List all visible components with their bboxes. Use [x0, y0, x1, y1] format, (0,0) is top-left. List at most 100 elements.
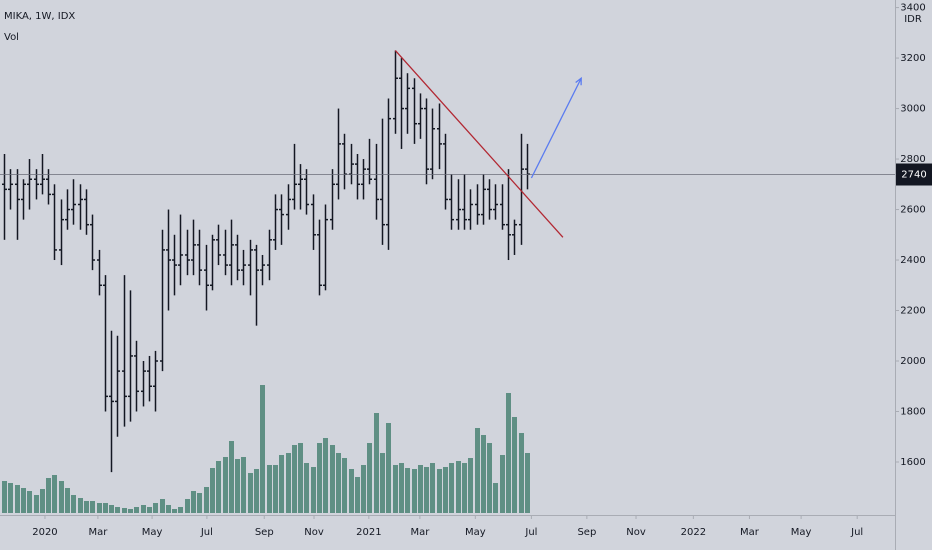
symbol-title: MIKA, 1W, IDX: [4, 11, 75, 22]
volume-bar: [172, 509, 177, 513]
volume-bar: [468, 458, 473, 513]
volume-bar: [462, 463, 467, 513]
volume-bar: [128, 509, 133, 513]
volume-bar: [160, 499, 165, 513]
volume-bar: [97, 503, 102, 513]
volume-bar: [241, 457, 246, 513]
volume-bar: [298, 443, 303, 513]
volume-bar: [317, 443, 322, 513]
volume-bar: [27, 491, 32, 513]
x-tick-label: Sep: [577, 527, 596, 538]
volume-bar: [260, 385, 265, 513]
volume-bar: [204, 487, 209, 513]
x-tick-label: Sep: [255, 527, 274, 538]
volume-bar: [367, 443, 372, 513]
volume-bar: [254, 469, 259, 513]
volume-bar: [210, 468, 215, 513]
volume-bar: [71, 495, 76, 513]
volume-bar: [493, 483, 498, 513]
volume-bar: [361, 465, 366, 513]
volume-bar: [147, 507, 152, 513]
volume-bar: [506, 393, 511, 513]
volume-bar: [229, 441, 234, 513]
volume-bar: [355, 477, 360, 513]
x-tick-label: 2022: [681, 527, 706, 538]
volume-label: Vol: [4, 32, 19, 43]
volume-bar: [153, 503, 158, 513]
last-price-label: 2740: [901, 170, 926, 181]
volume-bar: [21, 488, 26, 513]
x-tick-label: Mar: [88, 527, 108, 538]
volume-bar: [399, 463, 404, 513]
y-tick-label: 2400: [900, 255, 925, 266]
x-tick-label: May: [465, 527, 486, 538]
y-tick-label: 3000: [900, 104, 925, 115]
y-tick-label: 3400: [900, 3, 925, 14]
volume-bar: [166, 505, 171, 513]
volume-bar: [185, 499, 190, 513]
volume-bar: [2, 481, 7, 513]
x-tick-label: Jul: [200, 527, 213, 538]
volume-bar: [52, 475, 57, 513]
volume-bar: [418, 465, 423, 513]
x-tick-label: Nov: [626, 527, 646, 538]
volume-bar: [103, 503, 108, 513]
volume-bar: [235, 459, 240, 513]
volume-bar: [223, 457, 228, 513]
volume-bar: [456, 461, 461, 513]
volume-bar: [59, 481, 64, 513]
volume-bar: [374, 413, 379, 513]
volume-bar: [424, 467, 429, 513]
volume-bar: [292, 445, 297, 513]
volume-bar: [512, 417, 517, 513]
volume-bar: [84, 501, 89, 513]
y-tick-label: 2000: [900, 356, 925, 367]
volume-bar: [342, 458, 347, 513]
volume-bar: [487, 443, 492, 513]
volume-bar: [286, 453, 291, 513]
volume-bar: [500, 455, 505, 513]
volume-bar: [78, 498, 83, 513]
volume-bar: [349, 469, 354, 513]
volume-bar: [216, 461, 221, 513]
volume-bar: [34, 495, 39, 513]
volume-bar: [15, 485, 20, 513]
volume-bar: [141, 505, 146, 513]
volume-bar: [323, 438, 328, 513]
arrow: [530, 77, 582, 179]
volume-bar: [311, 467, 316, 513]
volume-bar: [178, 507, 183, 513]
x-tick-label: Jul: [524, 527, 537, 538]
volume-bar: [65, 488, 70, 513]
volume-bar: [481, 435, 486, 513]
volume-bar: [443, 467, 448, 513]
volume-bar: [8, 483, 13, 513]
x-tick-label: Mar: [410, 527, 430, 538]
x-tick-label: Nov: [304, 527, 324, 538]
volume-bar: [248, 473, 253, 513]
volume-bar: [380, 453, 385, 513]
volume-bar: [336, 453, 341, 513]
volume-bar: [109, 505, 114, 513]
x-tick-label: Jul: [850, 527, 863, 538]
volume-bar: [122, 508, 127, 513]
y-tick-label: 2600: [900, 205, 925, 216]
x-tick-label: May: [142, 527, 163, 538]
y-tick-label: 2800: [900, 154, 925, 165]
last-price-box: [896, 163, 932, 186]
volume-bar: [115, 507, 120, 513]
y-tick-label: 1600: [900, 457, 925, 468]
arrow-head: [575, 76, 582, 86]
volume-bar: [475, 428, 480, 513]
volume-bar: [430, 463, 435, 513]
volume-bar: [304, 463, 309, 513]
volume-bar: [134, 507, 139, 513]
volume-bar: [449, 463, 454, 513]
y-tick-label: 3200: [900, 53, 925, 64]
volume-bar: [40, 489, 45, 513]
volume-bar: [197, 493, 202, 513]
volume-bar: [90, 501, 95, 513]
